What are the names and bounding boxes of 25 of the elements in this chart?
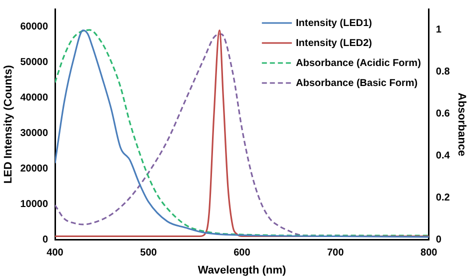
y2-tick-label: 0.4: [436, 150, 450, 162]
y2-tick-label: 0.6: [436, 108, 450, 120]
y2-tick-label: 1: [436, 24, 442, 36]
x-tick-label: 600: [234, 248, 251, 259]
y2-tick-label: 0: [436, 234, 442, 246]
y-axis-title: LED Intensity (Counts): [2, 64, 15, 184]
y2-axis-title: Absorbance: [455, 92, 468, 156]
x-tick-label: 500: [140, 248, 158, 259]
y2-tick-label: 0.2: [436, 192, 450, 204]
y-tick-label: 50000: [20, 57, 48, 68]
x-tick-label: 800: [420, 248, 438, 259]
legend-label: Intensity (LED2): [296, 38, 372, 49]
y-tick-label: 10000: [20, 199, 48, 210]
legend-label: Intensity (LED1): [296, 18, 372, 29]
y-tick-label: 20000: [20, 164, 48, 175]
y-tick-label: 30000: [20, 128, 48, 140]
x-tick-label: 400: [46, 248, 64, 259]
y-tick-label: 0: [42, 234, 48, 246]
legend-label: Absorbance (Basic Form): [296, 78, 418, 89]
y2-tick-label: 0.8: [436, 66, 450, 78]
y-tick-label: 60000: [20, 22, 48, 33]
x-tick-label: 700: [327, 248, 344, 259]
x-axis-title: Wavelength (nm): [198, 264, 286, 276]
legend-label: Absorbance (Acidic Form): [296, 58, 421, 69]
y-tick-label: 40000: [20, 92, 48, 104]
